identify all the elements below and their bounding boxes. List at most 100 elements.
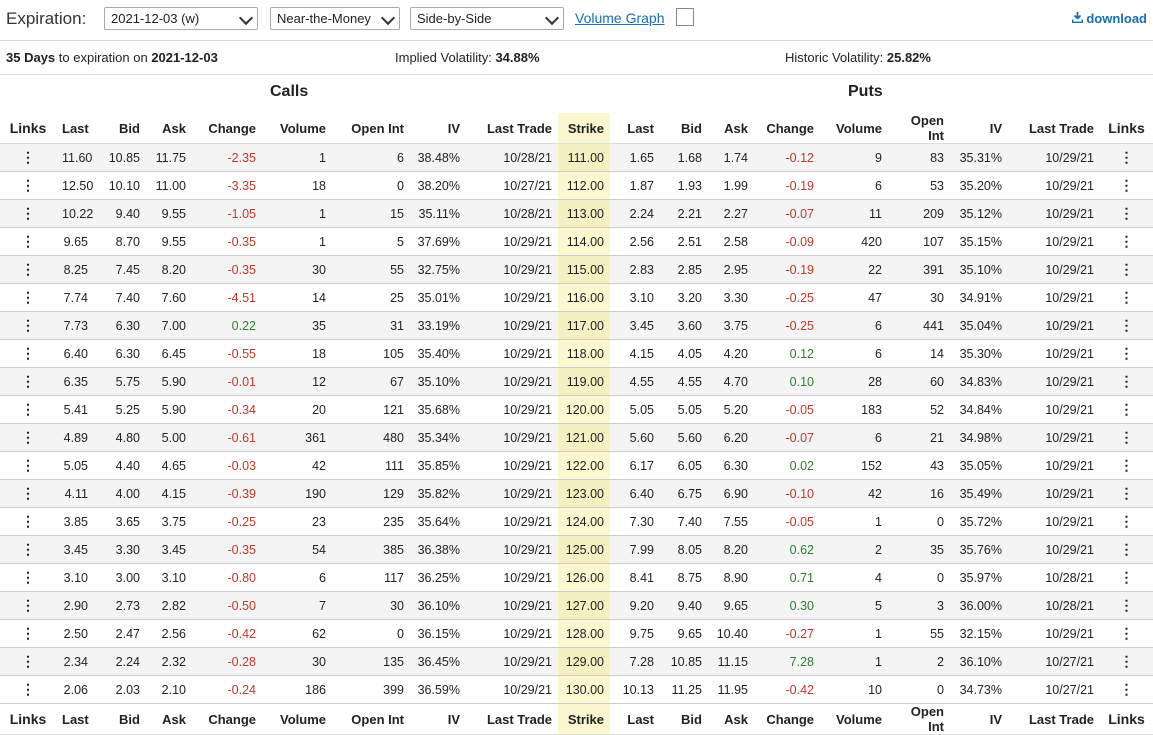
put-links-menu-icon[interactable]: ⋮: [1100, 311, 1153, 340]
strike-cell: 112.00: [558, 171, 610, 200]
put-links-menu-icon[interactable]: ⋮: [1100, 171, 1153, 200]
volume-graph-link[interactable]: Volume Graph: [575, 10, 665, 26]
put-last-cell: 2.83: [610, 255, 660, 284]
put-ask-cell: 11.15: [708, 647, 754, 676]
put-iv-cell: 35.76%: [950, 535, 1008, 564]
expiration-select[interactable]: 2021-12-03 (w): [104, 7, 258, 30]
put-links-menu-icon[interactable]: ⋮: [1100, 395, 1153, 424]
put-change-cell: -0.27: [754, 619, 820, 648]
put-ask-cell: 9.65: [708, 591, 754, 620]
put-change-cell: -0.09: [754, 227, 820, 256]
table-row: ⋮ 2.06 2.03 2.10 -0.24 186 399 36.59% 10/29/21 13…: [0, 675, 1153, 704]
call-change-cell: -0.25: [192, 507, 262, 536]
call-links-menu-icon[interactable]: ⋮: [0, 619, 56, 648]
put-links-menu-icon[interactable]: ⋮: [1100, 507, 1153, 536]
put-iv-cell: 34.84%: [950, 395, 1008, 424]
put-volume-cell: 9: [820, 143, 888, 172]
call-bid-cell: 4.80: [94, 423, 146, 452]
call-links-menu-icon[interactable]: ⋮: [0, 423, 56, 452]
call-last-cell: 7.74: [56, 283, 94, 312]
call-open-int-cell: 0: [332, 171, 410, 200]
call-links-menu-icon[interactable]: ⋮: [0, 647, 56, 676]
put-links-menu-icon[interactable]: ⋮: [1100, 675, 1153, 704]
call-iv-cell: 35.11%: [410, 199, 466, 228]
call-ask-cell: 9.55: [146, 227, 192, 256]
put-links-menu-icon[interactable]: ⋮: [1100, 647, 1153, 676]
call-iv-cell: 35.01%: [410, 283, 466, 312]
call-iv-cell: 36.38%: [410, 535, 466, 564]
call-links-menu-icon[interactable]: ⋮: [0, 591, 56, 620]
range-select[interactable]: Near-the-Money: [270, 7, 400, 30]
call-open-int-cell: 67: [332, 367, 410, 396]
put-iv-cell: 36.10%: [950, 647, 1008, 676]
download-button[interactable]: download: [1072, 11, 1147, 26]
put-links-menu-icon[interactable]: ⋮: [1100, 255, 1153, 284]
put-last-trade-header: Last Trade: [1008, 703, 1100, 735]
put-open-int-header: Open Int: [888, 113, 950, 144]
call-volume-cell: 42: [262, 451, 332, 480]
call-bid-cell: 6.30: [94, 311, 146, 340]
put-links-menu-icon[interactable]: ⋮: [1100, 423, 1153, 452]
call-last-trade-cell: 10/29/21: [466, 339, 558, 368]
call-links-menu-icon[interactable]: ⋮: [0, 367, 56, 396]
call-links-menu-icon[interactable]: ⋮: [0, 143, 56, 172]
put-iv-cell: 35.31%: [950, 143, 1008, 172]
put-links-menu-icon[interactable]: ⋮: [1100, 283, 1153, 312]
view-select[interactable]: Side-by-Side: [410, 7, 564, 30]
call-links-menu-icon[interactable]: ⋮: [0, 339, 56, 368]
put-links-menu-icon[interactable]: ⋮: [1100, 535, 1153, 564]
put-links-menu-icon[interactable]: ⋮: [1100, 563, 1153, 592]
call-open-int-cell: 235: [332, 507, 410, 536]
put-open-int-cell: 43: [888, 451, 950, 480]
call-last-trade-cell: 10/28/21: [466, 199, 558, 228]
put-change-cell: -0.12: [754, 143, 820, 172]
put-links-menu-icon[interactable]: ⋮: [1100, 451, 1153, 480]
call-open-int-cell: 0: [332, 619, 410, 648]
call-links-menu-icon[interactable]: ⋮: [0, 675, 56, 704]
call-links-menu-icon[interactable]: ⋮: [0, 311, 56, 340]
put-links-menu-icon[interactable]: ⋮: [1100, 619, 1153, 648]
call-links-menu-icon[interactable]: ⋮: [0, 199, 56, 228]
put-links-menu-icon[interactable]: ⋮: [1100, 227, 1153, 256]
days-text: to expiration on: [58, 50, 148, 65]
put-open-int-cell: 16: [888, 479, 950, 508]
call-change-cell: -0.01: [192, 367, 262, 396]
call-links-menu-icon[interactable]: ⋮: [0, 451, 56, 480]
call-links-menu-icon[interactable]: ⋮: [0, 283, 56, 312]
call-links-menu-icon[interactable]: ⋮: [0, 255, 56, 284]
call-links-menu-icon[interactable]: ⋮: [0, 507, 56, 536]
links-header: Links: [0, 113, 56, 144]
put-last-trade-cell: 10/29/21: [1008, 619, 1100, 648]
put-links-menu-icon[interactable]: ⋮: [1100, 143, 1153, 172]
call-bid-cell: 5.25: [94, 395, 146, 424]
put-ask-cell: 8.20: [708, 535, 754, 564]
call-ask-cell: 3.45: [146, 535, 192, 564]
put-links-menu-icon[interactable]: ⋮: [1100, 591, 1153, 620]
table-row: ⋮ 12.50 10.10 11.00 -3.35 18 0 38.20% 10/27/21 11…: [0, 171, 1153, 200]
call-open-int-cell: 480: [332, 423, 410, 452]
put-last-cell: 3.10: [610, 283, 660, 312]
implied-volatility: Implied Volatility: 34.88%: [395, 50, 540, 65]
call-last-trade-cell: 10/29/21: [466, 647, 558, 676]
call-links-menu-icon[interactable]: ⋮: [0, 479, 56, 508]
put-bid-cell: 7.40: [660, 507, 708, 536]
put-iv-cell: 34.73%: [950, 675, 1008, 704]
call-iv-cell: 35.40%: [410, 339, 466, 368]
call-links-menu-icon[interactable]: ⋮: [0, 171, 56, 200]
call-links-menu-icon[interactable]: ⋮: [0, 395, 56, 424]
call-links-menu-icon[interactable]: ⋮: [0, 563, 56, 592]
call-bid-cell: 9.40: [94, 199, 146, 228]
put-last-cell: 10.13: [610, 675, 660, 704]
put-links-menu-icon[interactable]: ⋮: [1100, 199, 1153, 228]
put-iv-cell: 35.04%: [950, 311, 1008, 340]
volume-graph-checkbox[interactable]: [676, 8, 694, 26]
put-last-cell: 7.28: [610, 647, 660, 676]
put-links-menu-icon[interactable]: ⋮: [1100, 339, 1153, 368]
put-links-menu-icon[interactable]: ⋮: [1100, 367, 1153, 396]
put-change-cell: -0.10: [754, 479, 820, 508]
call-links-menu-icon[interactable]: ⋮: [0, 227, 56, 256]
put-links-menu-icon[interactable]: ⋮: [1100, 479, 1153, 508]
put-ask-cell: 3.75: [708, 311, 754, 340]
call-links-menu-icon[interactable]: ⋮: [0, 535, 56, 564]
days-value: 35 Days: [6, 50, 56, 65]
